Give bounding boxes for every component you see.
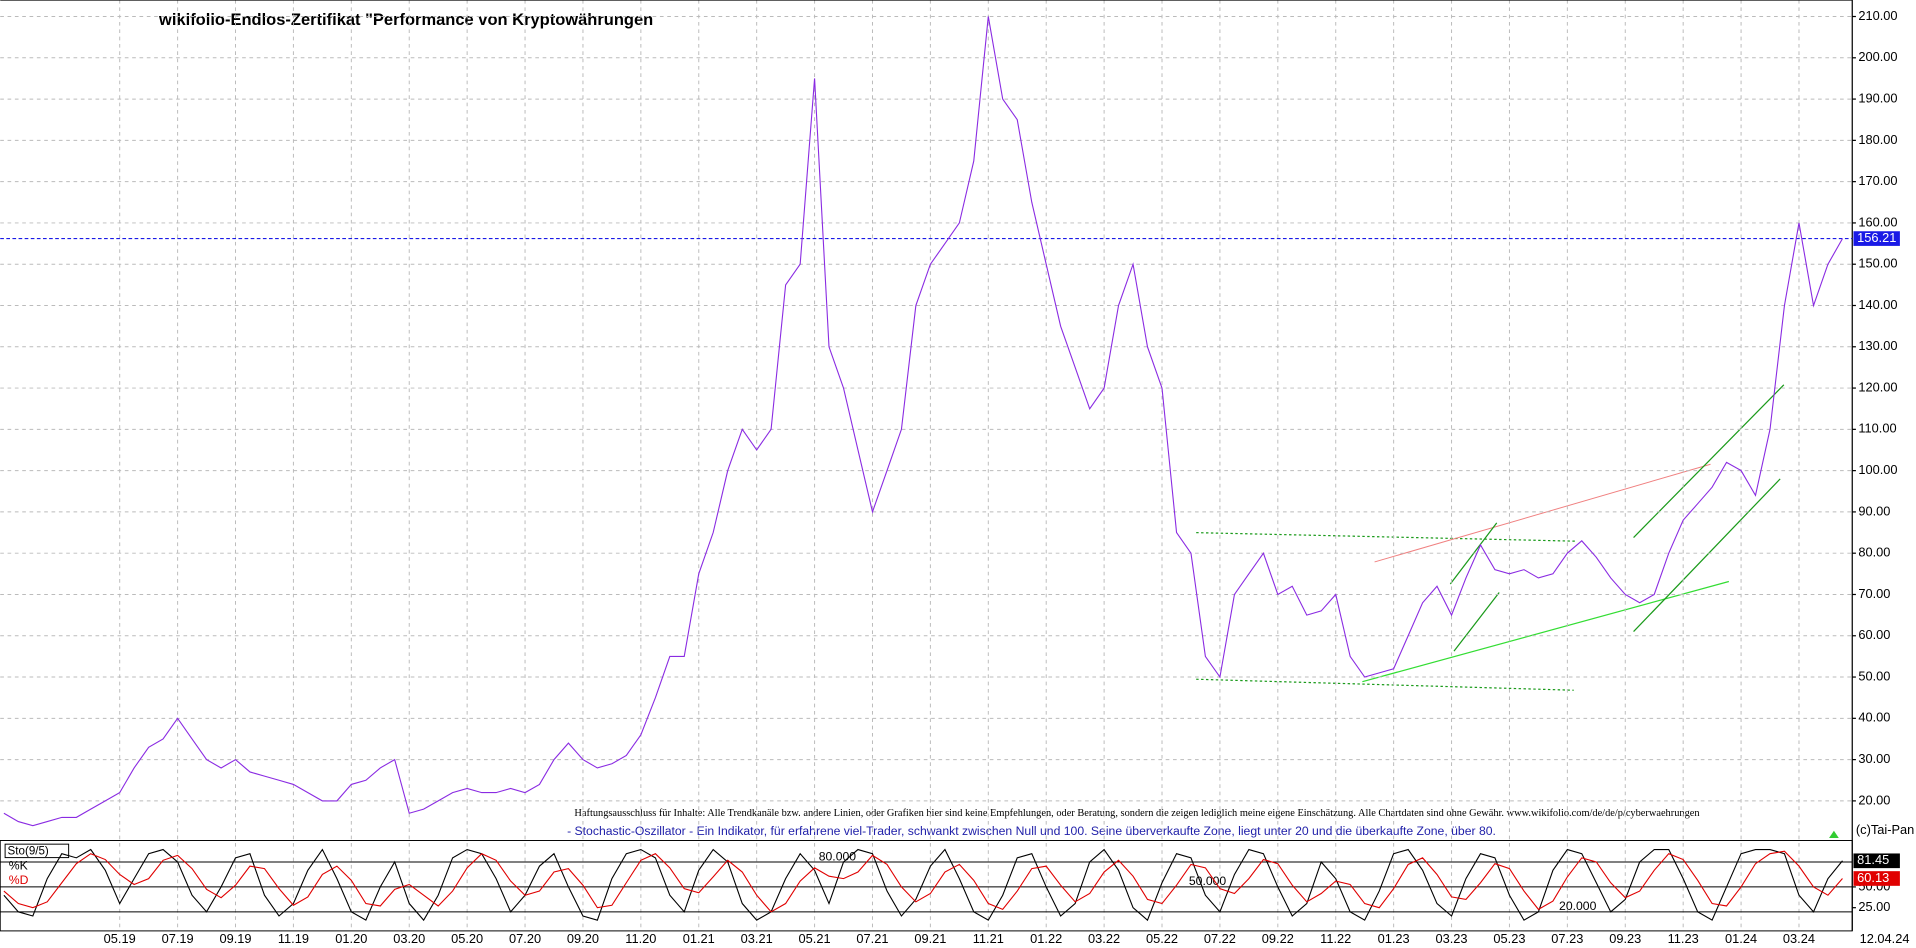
- x-tick-label: 09.22: [1262, 931, 1294, 946]
- x-tick-label: 11.22: [1320, 931, 1351, 946]
- x-tick-label: 03.24: [1783, 931, 1815, 946]
- y-tick-label: 190.00: [1858, 90, 1897, 105]
- level-label: 80.000: [819, 849, 857, 863]
- x-tick-label: 03.23: [1436, 931, 1468, 946]
- y-tick-label: 200.00: [1858, 49, 1897, 64]
- x-tick-label: 05.23: [1493, 931, 1525, 946]
- disclaimer: Haftungsausschluss für Inhalte: Alle Tre…: [574, 808, 1700, 819]
- y-tick-label: 140.00: [1858, 297, 1897, 312]
- indicator-panel: [0, 840, 1853, 932]
- y-tick-label: 30.00: [1858, 751, 1890, 766]
- x-tick-label: 01.24: [1725, 931, 1757, 946]
- x-tick-label: 01.22: [1030, 931, 1062, 946]
- y-tick-label: 40.00: [1858, 710, 1890, 725]
- x-tick-label: 07.23: [1551, 931, 1583, 946]
- x-tick-label: 11.21: [973, 931, 1004, 946]
- x-tick-label: 11.20: [625, 931, 656, 946]
- last-date: 12.04.24: [1860, 931, 1910, 946]
- marker-triangle: [1829, 830, 1839, 839]
- y-tick-label: 20.00: [1858, 792, 1890, 807]
- indicator-description: - Stochastic-Oszillator - Ein Indikator,…: [567, 824, 1496, 838]
- x-tick-label: 09.21: [914, 931, 946, 946]
- x-tick-label: 07.19: [162, 931, 194, 946]
- chart-title: wikifolio-Endlos-Zertifikat "Performance…: [158, 11, 653, 29]
- y-tick-label: 50.00: [1858, 668, 1890, 683]
- x-tick-label: 01.23: [1378, 931, 1410, 946]
- x-tick-label: 07.21: [856, 931, 888, 946]
- x-tick-label: 07.22: [1204, 931, 1236, 946]
- last-value-box: [1853, 871, 1900, 886]
- trend-line: [1453, 592, 1500, 652]
- x-tick-label: 07.20: [509, 931, 541, 946]
- last-value-label: 60.13: [1857, 870, 1889, 885]
- x-tick-label: 05.20: [451, 931, 483, 946]
- legend-entry: %K: [9, 858, 28, 872]
- current-price-label: 156.21: [1857, 230, 1896, 245]
- x-tick-label: 03.21: [741, 931, 773, 946]
- y-tick-label: 100.00: [1858, 462, 1897, 477]
- x-tick-label: 09.20: [567, 931, 599, 946]
- x-tick-label: 03.20: [393, 931, 425, 946]
- y-tick-label: 160.00: [1858, 214, 1897, 229]
- x-tick-label: 11.19: [278, 931, 309, 946]
- stochastic-line: [3, 850, 1843, 913]
- y-tick-label: 180.00: [1858, 132, 1897, 147]
- y-tick-label: 80.00: [1858, 545, 1890, 560]
- last-value-label: 81.45: [1857, 852, 1889, 867]
- legend-entry: %D: [9, 873, 29, 887]
- y-tick-label: 210.00: [1858, 8, 1897, 23]
- indicator-box: [4, 843, 70, 859]
- indicator-label: Sto(9/5): [8, 845, 49, 858]
- x-tick-label: 09.19: [219, 931, 251, 946]
- y-tick-label: 110.00: [1858, 421, 1896, 436]
- trend-line: [1196, 678, 1574, 691]
- price-panel: 20.00 30.00 40.00 50.00 60.00 70.00 80.00 90.00…: [0, 0, 1898, 931]
- trend-line: [1633, 478, 1781, 633]
- x-tick-label: 05.21: [799, 931, 831, 946]
- x-tick-label: 01.21: [683, 931, 715, 946]
- current-price-box: [1853, 231, 1900, 246]
- trend-line: [1362, 580, 1730, 683]
- y-tick-label: 25.00: [1858, 899, 1890, 914]
- x-tick-label: 09.23: [1609, 931, 1641, 946]
- price-line: [3, 16, 1843, 827]
- copyright: (c)Tai-Pan: [1856, 822, 1914, 837]
- trend-line: [1374, 463, 1711, 563]
- x-tick-label: 05.22: [1146, 931, 1178, 946]
- x-tick-label: 01.20: [335, 931, 367, 946]
- stochastic-line: [3, 848, 1843, 922]
- y-tick-label: 90.00: [1858, 503, 1890, 518]
- y-tick-label: 60.00: [1858, 627, 1890, 642]
- last-value-box: [1853, 853, 1900, 869]
- level-label: 50.000: [1189, 874, 1227, 888]
- x-tick-label: 11.23: [1668, 931, 1699, 946]
- y-tick-label: 120.00: [1858, 379, 1897, 394]
- level-label: 20.000: [1559, 899, 1597, 913]
- y-tick-label: 70.00: [1858, 586, 1890, 601]
- x-tick-label: 03.22: [1088, 931, 1120, 946]
- y-tick-label: 130.00: [1858, 338, 1897, 353]
- y-tick-label: 150.00: [1858, 256, 1897, 271]
- x-tick-label: 05.19: [104, 931, 136, 946]
- y-tick-label: 170.00: [1858, 173, 1897, 188]
